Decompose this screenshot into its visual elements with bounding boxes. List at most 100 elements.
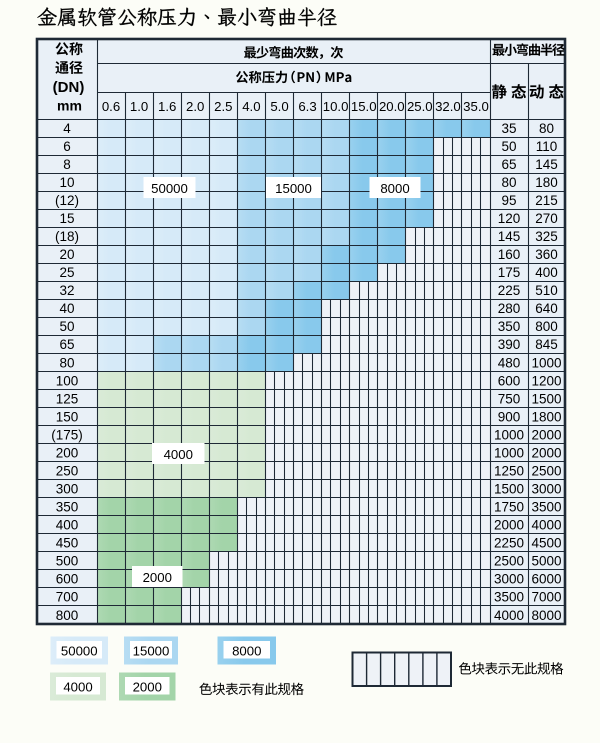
svg-text:110: 110 — [536, 139, 558, 154]
svg-text:1750: 1750 — [494, 500, 524, 515]
svg-text:1800: 1800 — [531, 409, 561, 424]
svg-text:35: 35 — [501, 121, 516, 136]
svg-text:8: 8 — [63, 157, 71, 172]
svg-text:mm: mm — [57, 97, 82, 113]
svg-text:1000: 1000 — [494, 427, 524, 442]
svg-text:900: 900 — [498, 409, 521, 424]
svg-text:(12): (12) — [55, 193, 79, 208]
svg-text:160: 160 — [498, 247, 521, 262]
svg-text:350: 350 — [498, 319, 521, 334]
svg-text:145: 145 — [535, 157, 558, 172]
svg-text:25: 25 — [59, 265, 74, 280]
svg-text:7000: 7000 — [531, 590, 561, 605]
svg-text:400: 400 — [56, 518, 79, 533]
svg-text:145: 145 — [498, 229, 521, 244]
svg-text:95: 95 — [501, 193, 516, 208]
svg-text:3500: 3500 — [531, 500, 561, 515]
svg-text:1500: 1500 — [531, 391, 561, 406]
svg-text:25.0: 25.0 — [407, 99, 433, 114]
svg-text:200: 200 — [56, 446, 79, 461]
svg-text:2250: 2250 — [494, 536, 524, 551]
svg-text:15.0: 15.0 — [351, 99, 377, 114]
svg-text:65: 65 — [59, 337, 74, 352]
svg-text:750: 750 — [498, 391, 521, 406]
svg-text:8000: 8000 — [380, 181, 409, 196]
svg-text:(DN): (DN) — [53, 79, 85, 96]
svg-text:480: 480 — [498, 355, 521, 370]
svg-text:8000: 8000 — [232, 644, 261, 659]
svg-text:80: 80 — [539, 121, 554, 136]
svg-text:3000: 3000 — [531, 482, 561, 497]
svg-text:150: 150 — [56, 409, 79, 424]
svg-text:2.0: 2.0 — [186, 99, 204, 114]
svg-text:125: 125 — [56, 391, 79, 406]
svg-text:(175): (175) — [51, 427, 83, 442]
svg-text:1000: 1000 — [531, 355, 561, 370]
svg-text:600: 600 — [498, 373, 521, 388]
svg-text:640: 640 — [535, 301, 558, 316]
svg-text:250: 250 — [56, 464, 79, 479]
svg-text:270: 270 — [535, 211, 558, 226]
svg-text:700: 700 — [56, 590, 79, 605]
svg-text:35.0: 35.0 — [463, 99, 489, 114]
svg-text:10.0: 10.0 — [323, 99, 349, 114]
svg-text:120: 120 — [498, 211, 521, 226]
svg-text:15000: 15000 — [133, 644, 170, 659]
svg-text:6.3: 6.3 — [298, 99, 316, 114]
svg-text:20: 20 — [59, 247, 74, 262]
svg-text:845: 845 — [535, 337, 558, 352]
svg-text:32: 32 — [59, 283, 74, 298]
svg-text:4000: 4000 — [164, 447, 193, 462]
svg-text:600: 600 — [56, 572, 79, 587]
svg-text:2000: 2000 — [494, 518, 524, 533]
svg-text:2000: 2000 — [143, 570, 172, 585]
svg-text:4000: 4000 — [494, 608, 524, 623]
svg-text:50: 50 — [501, 139, 516, 154]
svg-text:50000: 50000 — [151, 181, 188, 196]
svg-text:2000: 2000 — [133, 680, 162, 695]
svg-text:4.0: 4.0 — [242, 99, 260, 114]
svg-text:15000: 15000 — [275, 181, 312, 196]
svg-text:360: 360 — [535, 247, 558, 262]
svg-text:4: 4 — [63, 121, 71, 136]
svg-text:400: 400 — [535, 265, 558, 280]
svg-text:1.6: 1.6 — [158, 99, 176, 114]
svg-text:450: 450 — [56, 536, 79, 551]
svg-text:50: 50 — [59, 319, 74, 334]
svg-text:1500: 1500 — [494, 482, 524, 497]
svg-text:350: 350 — [56, 500, 79, 515]
svg-text:4000: 4000 — [531, 518, 561, 533]
svg-text:390: 390 — [498, 337, 521, 352]
svg-text:1000: 1000 — [494, 446, 524, 461]
svg-text:225: 225 — [498, 283, 521, 298]
svg-text:2000: 2000 — [531, 427, 561, 442]
svg-text:215: 215 — [535, 193, 558, 208]
svg-text:6: 6 — [63, 139, 71, 154]
svg-text:15: 15 — [59, 211, 74, 226]
svg-text:325: 325 — [535, 229, 558, 244]
svg-text:(18): (18) — [55, 229, 79, 244]
svg-text:40: 40 — [59, 301, 74, 316]
svg-text:510: 510 — [535, 283, 558, 298]
svg-text:80: 80 — [59, 355, 74, 370]
svg-text:2000: 2000 — [531, 446, 561, 461]
svg-text:0.6: 0.6 — [102, 99, 120, 114]
svg-text:500: 500 — [56, 554, 79, 569]
svg-text:2500: 2500 — [531, 464, 561, 479]
svg-text:1250: 1250 — [494, 464, 524, 479]
svg-text:2.5: 2.5 — [214, 99, 232, 114]
svg-text:32.0: 32.0 — [435, 99, 461, 114]
svg-text:10: 10 — [59, 175, 74, 190]
svg-text:1.0: 1.0 — [130, 99, 148, 114]
svg-text:65: 65 — [501, 157, 516, 172]
svg-text:20.0: 20.0 — [379, 99, 405, 114]
svg-text:4000: 4000 — [63, 680, 92, 695]
svg-text:175: 175 — [498, 265, 521, 280]
svg-text:2500: 2500 — [494, 554, 524, 569]
svg-text:5.0: 5.0 — [270, 99, 288, 114]
svg-text:3000: 3000 — [494, 572, 524, 587]
svg-text:3500: 3500 — [494, 590, 524, 605]
svg-text:6000: 6000 — [531, 572, 561, 587]
svg-text:8000: 8000 — [531, 608, 561, 623]
svg-text:4500: 4500 — [531, 536, 561, 551]
